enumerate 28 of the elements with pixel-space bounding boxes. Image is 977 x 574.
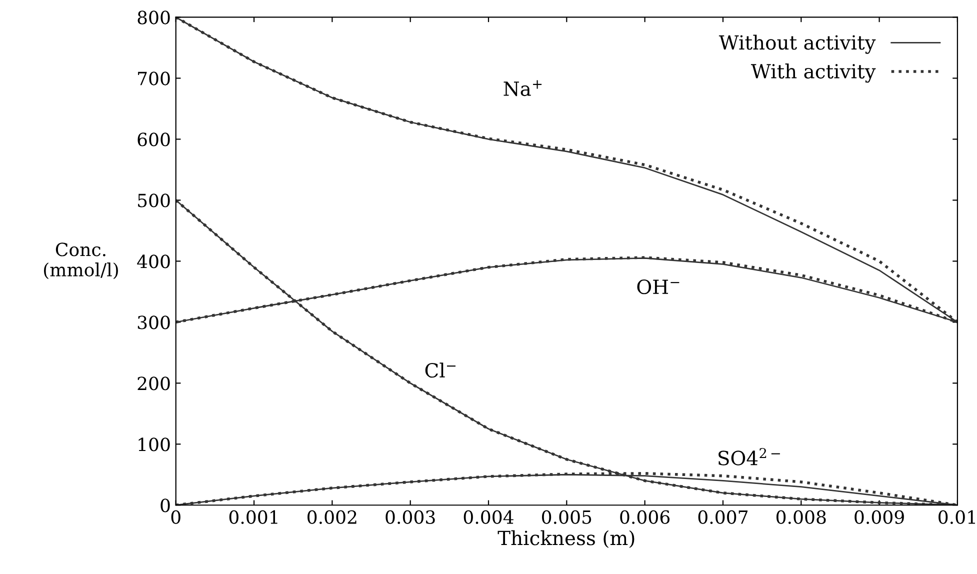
y-tick-label: 500: [138, 194, 170, 208]
x-tick-label: 0.005: [542, 510, 592, 524]
y-tick-label: 300: [138, 316, 170, 330]
y-tick-label: 800: [138, 10, 170, 24]
x-axis-title: Thickness (m): [498, 530, 634, 548]
x-tick-label: 0.007: [698, 510, 748, 524]
x-tick-label: 0.009: [854, 510, 904, 524]
y-tick-label: 0: [160, 498, 170, 512]
y-tick-label: 600: [138, 132, 170, 146]
y-tick-label: 400: [137, 254, 170, 268]
y-tick-label: 200: [138, 376, 170, 390]
annotation: OH$^{−}$: [637, 279, 680, 294]
x-tick-label: 0.002: [308, 510, 356, 524]
y-tick-label: 100: [138, 438, 170, 452]
x-tick-label: 0.003: [386, 510, 435, 524]
legend-label: Without activity: [718, 34, 876, 54]
annotation: Na$^{+}$: [504, 80, 542, 96]
y-axis-title: Conc. (mmol/l): [44, 242, 118, 280]
x-tick-label: 0.001: [229, 510, 278, 524]
x-tick-label: 0: [171, 510, 180, 524]
annotation: SO4$^{2−}$: [718, 448, 780, 466]
x-tick-label: 0.01: [938, 510, 975, 524]
x-tick-label: 0.004: [464, 510, 514, 524]
annotation: Cl$^{−}$: [425, 362, 456, 378]
legend-label: With activity: [750, 64, 876, 83]
y-tick-label: 700: [138, 72, 170, 86]
x-tick-label: 0.006: [620, 510, 670, 524]
x-tick-label: 0.008: [776, 510, 826, 524]
